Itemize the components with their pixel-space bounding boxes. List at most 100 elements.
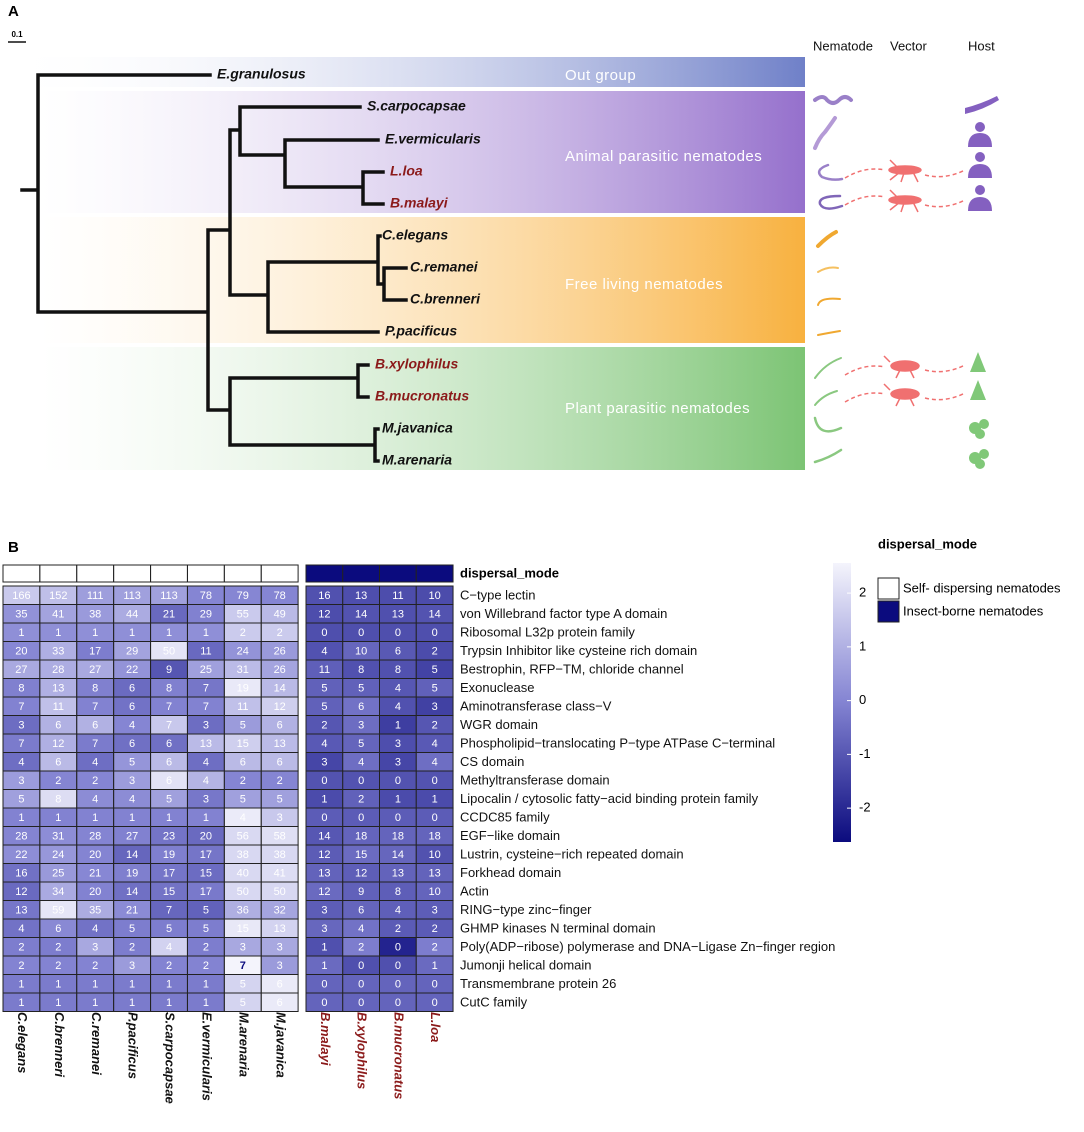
- row-label: Aminotransferase class−V: [460, 699, 612, 714]
- cell-value: 1: [203, 997, 209, 1009]
- cell-value: 8: [55, 794, 61, 806]
- cell-value: 3: [321, 923, 327, 935]
- cell-value: 21: [163, 609, 175, 621]
- group-label: Out group: [565, 67, 636, 84]
- cell-value: 4: [432, 757, 438, 769]
- cell-value: 7: [166, 701, 172, 713]
- panel-label: B: [8, 539, 19, 556]
- heat-cell: [260, 992, 299, 1012]
- cell-value: 7: [92, 738, 98, 750]
- row-label: Forkhead domain: [460, 865, 561, 880]
- cell-value: 5: [358, 683, 364, 695]
- cell-value: 1: [129, 812, 135, 824]
- cell-value: 4: [240, 812, 246, 824]
- mosquito: [888, 189, 922, 213]
- cell-value: 13: [318, 868, 330, 880]
- annotation-title: dispersal_mode: [460, 565, 559, 580]
- row-label: Lustrin, cysteine−rich repeated domain: [460, 847, 684, 862]
- legend-label: Self- dispersing nematodes: [903, 580, 1061, 595]
- cell-value: 21: [126, 905, 138, 917]
- arrow: [924, 364, 966, 373]
- icon: [816, 230, 838, 248]
- cell-value: 13: [392, 868, 404, 880]
- cell-value: 15: [163, 886, 175, 898]
- cell-value: 6: [55, 923, 61, 935]
- cell-value: 3: [395, 757, 401, 769]
- cell-value: 2: [55, 942, 61, 954]
- cell-value: 2: [358, 942, 364, 954]
- cell-value: 4: [395, 683, 401, 695]
- cell-value: 1: [321, 942, 327, 954]
- cell-value: 4: [321, 738, 327, 750]
- row-label: Jumonji helical domain: [460, 958, 592, 973]
- cell-value: 5: [166, 923, 172, 935]
- annotation-cell: [379, 564, 417, 583]
- cell-value: 2: [55, 775, 61, 787]
- cell-value: 5: [240, 794, 246, 806]
- cell-value: 50: [163, 646, 175, 658]
- cell-value: 0: [358, 960, 364, 972]
- cell-value: 6: [166, 738, 172, 750]
- taxon-label: C.remanei: [410, 259, 479, 275]
- cell-value: 4: [358, 757, 364, 769]
- cell-value: 13: [274, 923, 286, 935]
- cell-value: 4: [395, 701, 401, 713]
- cell-value: 25: [200, 664, 212, 676]
- cell-value: 0: [395, 979, 401, 991]
- cell-value: 1: [395, 720, 401, 732]
- row-label: von Willebrand factor type A domain: [460, 606, 667, 621]
- cell-value: 0: [395, 812, 401, 824]
- cell-value: 1: [92, 979, 98, 991]
- cell-value: 8: [395, 886, 401, 898]
- cell-value: 0: [395, 627, 401, 639]
- beetle: [883, 383, 920, 407]
- cell-value: 6: [277, 979, 283, 991]
- cell-value: 11: [200, 646, 211, 658]
- cell-value: 3: [92, 942, 98, 954]
- cell-value: 35: [89, 905, 101, 917]
- cell-value: 2: [92, 960, 98, 972]
- icon: [817, 297, 841, 306]
- cell-value: 1: [55, 627, 61, 639]
- colorbar-tick-label: 2: [859, 585, 866, 600]
- cell-value: 0: [358, 812, 364, 824]
- cell-value: 17: [163, 868, 175, 880]
- cell-value: 9: [358, 886, 364, 898]
- cell-value: 1: [432, 960, 438, 972]
- cell-value: 4: [18, 923, 24, 935]
- cell-value: 6: [358, 905, 364, 917]
- human: [968, 185, 992, 211]
- row-label: Exonuclease: [460, 680, 534, 695]
- cell-value: 26: [274, 646, 286, 658]
- group-label: Plant parasitic nematodes: [565, 400, 750, 417]
- cell-value: 1: [92, 997, 98, 1009]
- icon: [814, 390, 838, 406]
- cell-value: 6: [129, 701, 135, 713]
- cell-value: 14: [274, 683, 286, 695]
- cell-value: 1: [55, 812, 61, 824]
- cell-value: 58: [274, 831, 286, 843]
- cell-value: 0: [321, 627, 327, 639]
- cell-value: 29: [200, 609, 212, 621]
- column-label: E.vermicularis: [199, 1012, 214, 1101]
- arrow: [844, 365, 886, 376]
- taxon-label: M.arenaria: [382, 452, 452, 468]
- cell-value: 1: [166, 627, 172, 639]
- row-label: CutC family: [460, 995, 528, 1010]
- cell-value: 5: [321, 701, 327, 713]
- cell-value: 3: [395, 738, 401, 750]
- cell-value: 0: [395, 775, 401, 787]
- cell-value: 8: [395, 664, 401, 676]
- cell-value: 11: [237, 701, 248, 713]
- cell-value: 55: [237, 609, 249, 621]
- annotation-cell: [305, 564, 344, 583]
- cell-value: 2: [358, 794, 364, 806]
- cell-value: 50: [274, 886, 286, 898]
- cell-value: 4: [432, 738, 438, 750]
- cell-value: 10: [429, 886, 441, 898]
- cell-value: 17: [89, 646, 101, 658]
- cell-value: 166: [12, 590, 30, 602]
- cell-value: 1: [18, 979, 24, 991]
- column-label: M.arenaria: [236, 1012, 251, 1077]
